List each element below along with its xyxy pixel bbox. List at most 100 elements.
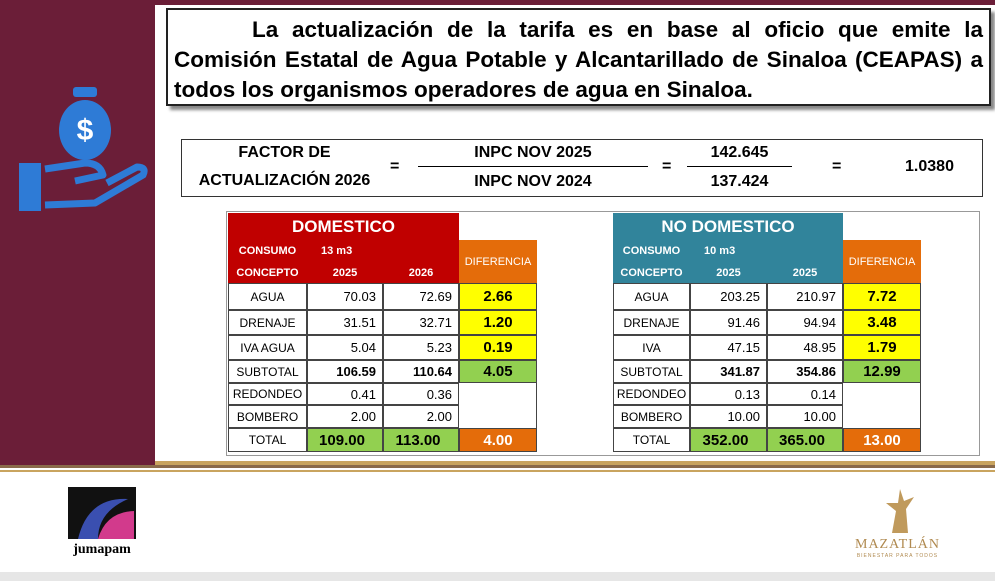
mazatlan-tagline: BIENESTAR PARA TODOS [856,553,939,559]
factor-label: ACTUALIZACIÓN 2026 [198,172,371,189]
concepto-label: CONCEPTO [236,266,299,279]
factor-label: FACTOR DE [238,144,331,161]
brown-line [0,465,995,468]
concept-cell: IVA [613,335,690,360]
value-cell: 113.00 [383,428,459,452]
money-hand-icon: $ [19,87,148,211]
value-cell: 0.14 [767,383,843,405]
gold-line [155,461,995,465]
value-cell: 2.00 [307,405,383,428]
value-cell: 109.00 [307,428,383,452]
table-header-bg [228,213,459,283]
denominator-label: INPC NOV 2024 [474,173,592,190]
jumapam-logo [68,487,136,539]
diferencia-cell: 4.00 [459,428,537,452]
consumo-value: 10 m3 [704,245,736,257]
value-cell: 0.36 [383,383,459,405]
value-cell: 70.03 [307,283,383,310]
value-cell: 10.00 [767,405,843,428]
consumo-value: 13 m3 [321,245,353,257]
result: 1.0380 [905,158,954,175]
jumapam-text: jumapam [73,542,131,557]
concept-cell: TOTAL [613,428,690,452]
concept-cell: AGUA [228,283,307,310]
value-cell: 91.46 [690,310,767,335]
concept-cell: DRENAJE [613,310,690,335]
diferencia-cell: 13.00 [843,428,921,452]
value-cell: 94.94 [767,310,843,335]
year-label: 2025 [716,266,741,279]
table-title: DOMESTICO [292,216,395,236]
concept-cell: SUBTOTAL [613,360,690,383]
value-cell: 2.00 [383,405,459,428]
year-label: 2026 [408,266,434,279]
value-cell: 210.97 [767,283,843,310]
diferencia-cell: 3.48 [843,310,921,335]
value-cell: 32.71 [383,310,459,335]
diferencia-label: DIFERENCIA [843,240,921,283]
table-title: NO DOMESTICO [661,216,795,236]
equals: = [390,158,400,175]
diferencia-cell: 1.20 [459,310,537,335]
bottom-strip [0,572,995,581]
concept-cell: BOMBERO [613,405,690,428]
empty-cell [459,383,537,405]
concept-cell: IVA AGUA [228,335,307,360]
value-cell: 352.00 [690,428,767,452]
value-cell: 341.87 [690,360,767,383]
value-cell: 203.25 [690,283,767,310]
gold-line [0,470,995,472]
value-cell: 106.59 [307,360,383,383]
top-strip [155,0,995,5]
mazatlan-figure [886,489,914,533]
header-text: La actualización de la tarifa es en base… [166,8,991,106]
value-cell: 0.41 [307,383,383,405]
fraction-line [418,166,648,167]
value-cell: 48.95 [767,335,843,360]
concept-cell: TOTAL [228,428,307,452]
value-cell: 5.23 [383,335,459,360]
side-panel [0,0,155,465]
empty-cell [843,383,921,405]
formula-box: FACTOR DE ACTUALIZACIÓN 2026 = INPC NOV … [181,139,983,197]
year-label: 2025 [792,266,818,279]
consumo-label: CONSUMO [238,245,297,257]
concept-cell: REDONDEO [228,383,307,405]
value-cell: 354.86 [767,360,843,383]
value-cell: 0.13 [690,383,767,405]
consumo-label: CONSUMO [622,245,681,257]
empty-cell [843,405,921,428]
table-header-bg [613,213,843,283]
year-label: 2025 [332,266,358,279]
concept-cell: SUBTOTAL [228,360,307,383]
concept-cell: AGUA [613,283,690,310]
diferencia-cell: 7.72 [843,283,921,310]
concept-cell: DRENAJE [228,310,307,335]
fraction-line [687,166,792,167]
diferencia-cell: 12.99 [843,360,921,383]
svg-text:$: $ [77,114,94,147]
concept-cell: REDONDEO [613,383,690,405]
tables-frame [226,211,980,456]
mazatlan-text: MAZATLÁN [855,537,940,552]
value-cell: 5.04 [307,335,383,360]
value-cell: 10.00 [690,405,767,428]
diferencia-label: DIFERENCIA [459,240,537,283]
value-cell: 110.64 [383,360,459,383]
value-cell: 72.69 [383,283,459,310]
equals: = [832,158,842,175]
value-cell: 47.15 [690,335,767,360]
concepto-label: CONCEPTO [620,266,683,279]
empty-cell [459,405,537,428]
numerator-label: INPC NOV 2025 [474,144,592,161]
value-cell: 31.51 [307,310,383,335]
diferencia-cell: 0.19 [459,335,537,360]
diferencia-cell: 2.66 [459,283,537,310]
diferencia-cell: 4.05 [459,360,537,383]
denominator-value: 137.424 [710,173,769,190]
concept-cell: BOMBERO [228,405,307,428]
value-cell: 365.00 [767,428,843,452]
equals: = [662,158,672,175]
numerator-value: 142.645 [710,144,769,161]
